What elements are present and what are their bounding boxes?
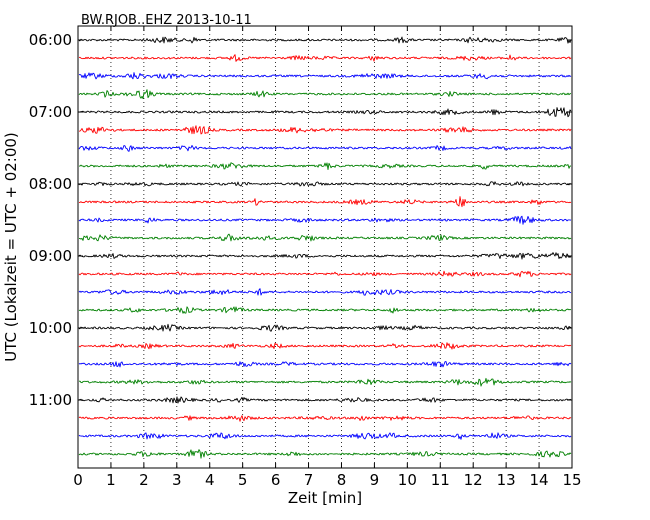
x-tick-label: 14 (530, 471, 549, 489)
seismogram-trace (78, 377, 572, 387)
x-tick-label: 3 (172, 471, 182, 489)
x-tick-label: 6 (271, 471, 281, 489)
seismogram-trace (78, 342, 572, 350)
y-tick-label: 09:00 (29, 247, 72, 265)
seismogram-trace (78, 162, 572, 171)
seismogram-trace (78, 89, 572, 99)
seismogram-trace (78, 396, 572, 404)
y-tick-label: 08:00 (29, 175, 72, 193)
x-tick-label: 9 (370, 471, 380, 489)
x-axis-ticks: 0 1 2 3 4 5 6 7 8 9 10 11 12 13 14 15 (73, 26, 582, 489)
seismogram-trace (78, 196, 572, 208)
seismogram-trace (78, 125, 572, 135)
x-tick-label: 2 (139, 471, 149, 489)
x-tick-label: 12 (464, 471, 483, 489)
seismogram-trace (78, 145, 572, 152)
seismogram-trace (78, 432, 572, 440)
y-axis-label: UTC (Lokalzeit = UTC + 02:00) (2, 132, 20, 362)
seismogram-trace (78, 181, 572, 187)
seismogram-trace (78, 306, 572, 314)
seismogram-traces (78, 36, 572, 459)
x-tick-label: 10 (398, 471, 417, 489)
x-tick-label: 15 (562, 471, 581, 489)
y-tick-label: 07:00 (29, 103, 72, 121)
seismogram-trace (78, 107, 572, 118)
x-tick-label: 7 (304, 471, 314, 489)
seismogram-trace (78, 72, 572, 80)
seismogram-trace (78, 288, 572, 296)
x-tick-label: 5 (238, 471, 248, 489)
x-tick-label: 13 (497, 471, 516, 489)
x-axis-label: Zeit [min] (288, 489, 362, 507)
y-axis-ticks: 06:00 07:00 08:00 09:00 10:00 11:00 (29, 31, 572, 409)
seismogram-trace (78, 415, 572, 422)
seismogram-trace (78, 252, 572, 260)
x-tick-label: 4 (205, 471, 215, 489)
seismogram-trace (78, 215, 572, 225)
seismogram-trace (78, 323, 572, 332)
seismogram-trace (78, 36, 572, 44)
seismogram-trace (78, 449, 572, 459)
chart-title: BW.RJOB..EHZ 2013-10-11 (81, 13, 252, 28)
x-tick-label: 1 (106, 471, 116, 489)
y-tick-label: 06:00 (29, 31, 72, 49)
grid-lines (110, 26, 540, 468)
x-tick-label: 11 (431, 471, 450, 489)
seismogram-trace (78, 233, 572, 242)
y-tick-label: 10:00 (29, 319, 72, 337)
seismogram-trace (78, 270, 572, 278)
plot-frame (77, 25, 573, 469)
x-tick-label: 0 (73, 471, 83, 489)
y-tick-label: 11:00 (29, 391, 72, 409)
x-tick-label: 8 (337, 471, 347, 489)
seismogram-trace (78, 361, 572, 368)
seismogram-trace (78, 54, 572, 62)
